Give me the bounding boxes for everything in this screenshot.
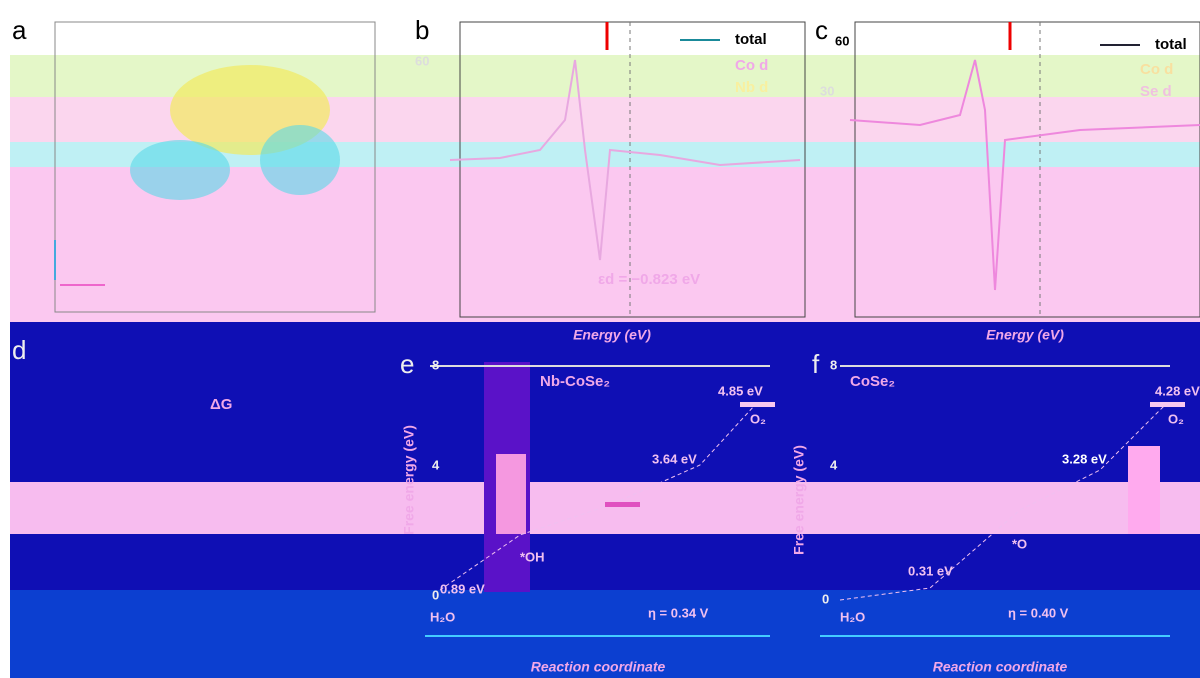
panel-title: CoSe₂ bbox=[850, 373, 895, 390]
species-label: *OH bbox=[520, 549, 545, 564]
species-label: H₂O bbox=[840, 609, 865, 624]
bar-shape bbox=[1128, 446, 1160, 534]
legend-label: Co d bbox=[735, 57, 768, 74]
y-tick-label: 4 bbox=[830, 457, 838, 472]
overpotential: η = 0.34 V bbox=[648, 605, 709, 620]
density bbox=[130, 140, 230, 200]
panel-label: d bbox=[12, 335, 26, 365]
y-tick-label: 4 bbox=[432, 457, 440, 472]
legend-label: total bbox=[735, 31, 767, 48]
overpotential: η = 0.40 V bbox=[1008, 605, 1069, 620]
y-axis-label: Free energy (eV) bbox=[791, 445, 807, 555]
level-label: 4.28 eV bbox=[1155, 383, 1200, 398]
panel-label: c bbox=[815, 15, 828, 45]
level-label: 4.85 eV bbox=[718, 383, 763, 398]
species-label: H₂O bbox=[430, 609, 455, 624]
figure: a b c d e f total Co d Nb d 60 εd = −0.8… bbox=[0, 0, 1200, 678]
y-tick-label: 60 bbox=[415, 53, 429, 68]
legend-label: Co d bbox=[1140, 61, 1173, 78]
panel-label: a bbox=[12, 15, 27, 45]
legend-label: total bbox=[1155, 36, 1187, 53]
y-tick-label: 0 bbox=[432, 587, 439, 602]
legend-label: Nb d bbox=[735, 79, 768, 96]
panel-label: f bbox=[812, 349, 820, 379]
x-axis-label: Energy (eV) bbox=[573, 327, 651, 343]
panel-title: Nb-CoSe₂ bbox=[540, 373, 610, 390]
x-axis-label: Energy (eV) bbox=[986, 327, 1064, 343]
level-label: 3.64 eV bbox=[652, 451, 697, 466]
species-label: O₂ bbox=[750, 411, 766, 426]
y-tick-label: 60 bbox=[835, 33, 849, 48]
panel-label: e bbox=[400, 349, 414, 379]
species-label: O₂ bbox=[1168, 411, 1184, 426]
density bbox=[260, 125, 340, 195]
y-tick-label: 8 bbox=[432, 357, 439, 372]
level-label: 0.89 eV bbox=[440, 581, 485, 596]
legend-label: Se d bbox=[1140, 83, 1172, 100]
level-label: 0.31 eV bbox=[908, 563, 953, 578]
x-axis-label: Reaction coordinate bbox=[933, 659, 1068, 675]
level-label: 3.28 eV bbox=[1062, 451, 1107, 466]
panel-label: b bbox=[415, 15, 429, 45]
y-tick-label: 30 bbox=[820, 83, 834, 98]
x-axis-label: Reaction coordinate bbox=[531, 659, 666, 675]
level bbox=[1150, 402, 1185, 407]
y-axis-label: Free energy (eV) bbox=[401, 425, 417, 535]
level bbox=[605, 502, 640, 507]
species-label: *O bbox=[1012, 536, 1027, 551]
y-tick-label: 0 bbox=[822, 591, 829, 606]
y-tick-label: 8 bbox=[830, 357, 837, 372]
bar-shape bbox=[496, 454, 526, 534]
annotation: ΔG bbox=[210, 396, 232, 413]
annotation: εd = −0.823 eV bbox=[598, 271, 700, 288]
band bbox=[10, 482, 1200, 534]
level bbox=[740, 402, 775, 407]
